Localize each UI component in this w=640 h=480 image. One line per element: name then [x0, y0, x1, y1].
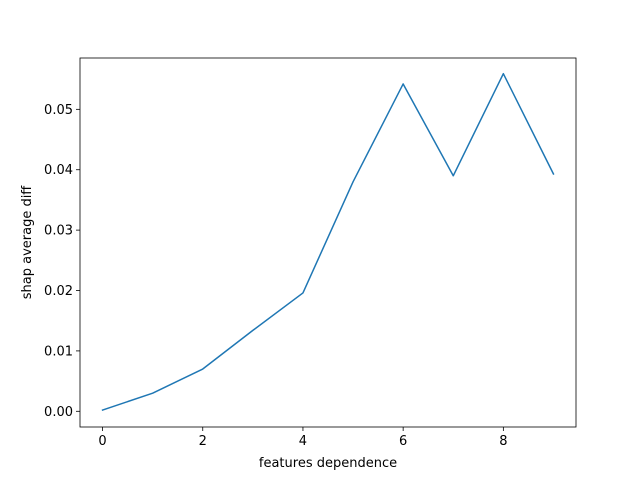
x-tick-label: 4 [299, 434, 307, 449]
y-tick-label: 0.00 [44, 405, 73, 420]
y-tick-label: 0.05 [44, 103, 73, 118]
x-axis-label: features dependence [259, 456, 397, 471]
y-tick-label: 0.03 [44, 224, 73, 239]
axes-frame [79, 57, 577, 428]
series-line-0 [101, 72, 555, 412]
x-tick-label: 2 [199, 434, 207, 449]
x-tick-label: 6 [399, 434, 407, 449]
y-tick-label: 0.04 [44, 163, 73, 178]
x-tick-label: 8 [499, 434, 507, 449]
y-axis-label: shap average diff [20, 185, 35, 300]
y-tick-label: 0.02 [44, 284, 73, 299]
y-axis: 0.00 0.01 0.02 0.03 0.04 0.05 [44, 103, 80, 420]
y-tick-label: 0.01 [44, 344, 73, 359]
x-axis: 0 2 4 6 8 [98, 427, 507, 449]
x-tick-label: 0 [98, 434, 106, 449]
plot-area [101, 72, 555, 412]
